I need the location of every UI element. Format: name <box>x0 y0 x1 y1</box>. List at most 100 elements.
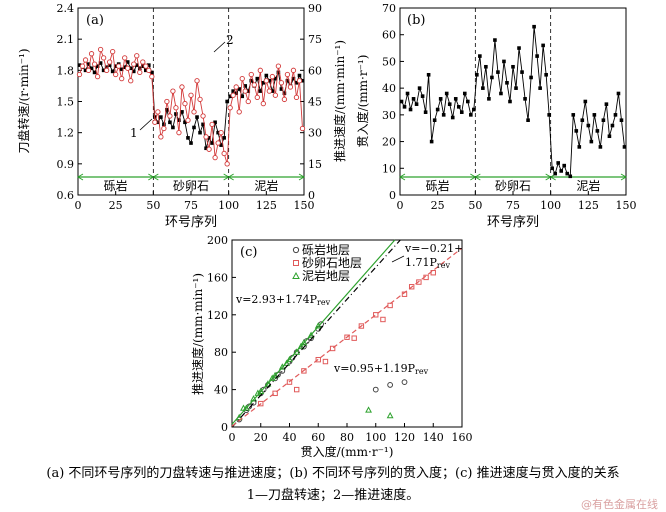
data-point <box>517 46 521 50</box>
data-point <box>248 71 254 78</box>
data-point <box>285 78 290 83</box>
data-point <box>487 97 491 101</box>
data-point <box>231 89 235 93</box>
fit-label-subscript: rev <box>415 367 429 376</box>
data-point <box>481 86 485 90</box>
data-point <box>423 110 428 114</box>
data-point <box>165 108 169 112</box>
scatter-point <box>258 400 264 407</box>
data-point <box>429 139 434 144</box>
data-point <box>128 78 134 84</box>
data-point <box>104 65 109 70</box>
panel-b-plot: 0 25 50 75 100 125 150 0 10 20 30 40 50 60 70 砾岩 砂卵石 泥岩 <box>382 2 637 212</box>
y-tick-label: 30 <box>382 109 396 122</box>
data-point <box>191 109 197 115</box>
panel-a-ylabel: 刀盘转速/(r·min⁻¹) <box>16 48 31 153</box>
data-point <box>243 84 248 88</box>
data-point <box>619 118 624 122</box>
data-point <box>146 67 152 73</box>
x-tick-label: 75 <box>184 199 198 212</box>
data-point <box>472 107 476 112</box>
data-point <box>523 97 527 101</box>
data-point <box>466 99 470 104</box>
series-line-0 <box>79 61 303 149</box>
data-point <box>113 64 118 68</box>
data-point <box>246 89 251 93</box>
data-point <box>462 91 467 96</box>
strata-arrow-right <box>298 173 305 181</box>
scatter-point <box>322 358 329 365</box>
data-point <box>287 84 294 90</box>
data-point <box>420 94 425 98</box>
data-point <box>107 63 112 67</box>
data-point <box>233 84 239 90</box>
panel-c-ylabel: 推进速度/(mm·min⁻¹) <box>190 273 205 395</box>
data-point <box>164 98 170 105</box>
data-point <box>279 87 284 91</box>
data-point <box>134 53 140 59</box>
data-point <box>275 63 282 69</box>
y-tick-label: 160 <box>207 271 228 284</box>
data-point <box>245 98 251 105</box>
data-point <box>411 97 416 101</box>
data-point <box>168 120 172 125</box>
y2-tick-label: 60 <box>308 64 322 77</box>
data-point <box>170 88 176 94</box>
data-point <box>180 110 184 114</box>
data-point <box>155 109 161 115</box>
scatter-point <box>387 302 393 309</box>
data-point <box>574 129 579 133</box>
y-tick-label: 70 <box>382 2 396 15</box>
data-point <box>270 89 275 93</box>
data-point <box>402 105 407 109</box>
x-tick-label: 80 <box>340 431 354 444</box>
y2-tick-label: 30 <box>308 127 322 140</box>
y-tick-label: 200 <box>207 234 228 247</box>
x-tick-label: 150 <box>616 199 637 212</box>
data-point <box>76 71 83 78</box>
series-line-0 <box>401 26 625 178</box>
data-point <box>294 81 299 85</box>
strata-arrow-left <box>77 173 84 181</box>
data-point <box>299 125 306 132</box>
scatter-point <box>387 382 394 388</box>
data-point <box>417 86 422 90</box>
data-point <box>119 67 124 72</box>
data-point <box>88 51 95 57</box>
watermark: @有色金属在线 <box>581 498 658 511</box>
data-point <box>278 80 285 86</box>
data-point <box>119 75 125 82</box>
data-point <box>589 139 594 144</box>
x-tick-label: 20 <box>254 431 268 444</box>
data-point <box>478 54 482 58</box>
scatter-point <box>365 406 373 413</box>
x-tick-label: 50 <box>468 199 482 212</box>
strata-arrow-left <box>227 173 234 181</box>
panel-a-xlabel: 环号序列 <box>165 215 217 230</box>
data-point <box>122 65 127 70</box>
legend-label: 泥岩地层 <box>302 268 350 283</box>
fit-label: v=2.93+1.74Prev <box>235 293 331 307</box>
data-point <box>257 67 263 73</box>
x-tick-label: 160 <box>452 431 473 444</box>
x-tick-label: 25 <box>431 199 445 212</box>
panel-b-tag: (b) <box>407 13 425 28</box>
data-point <box>529 75 533 80</box>
data-point <box>505 81 509 85</box>
data-point <box>218 130 224 136</box>
data-point <box>269 73 276 80</box>
data-point <box>227 105 233 111</box>
x-tick-label: 150 <box>294 199 315 212</box>
data-point <box>236 109 242 115</box>
data-point <box>167 113 173 119</box>
data-point <box>125 60 130 64</box>
data-point <box>622 145 627 149</box>
data-point <box>110 69 115 74</box>
data-point <box>559 169 564 173</box>
data-point <box>213 120 217 125</box>
data-point <box>526 118 530 122</box>
y2-tick-label: 75 <box>308 33 322 46</box>
data-point <box>201 122 205 127</box>
strata-label: 砂卵石 <box>173 179 209 193</box>
data-point <box>583 99 588 104</box>
